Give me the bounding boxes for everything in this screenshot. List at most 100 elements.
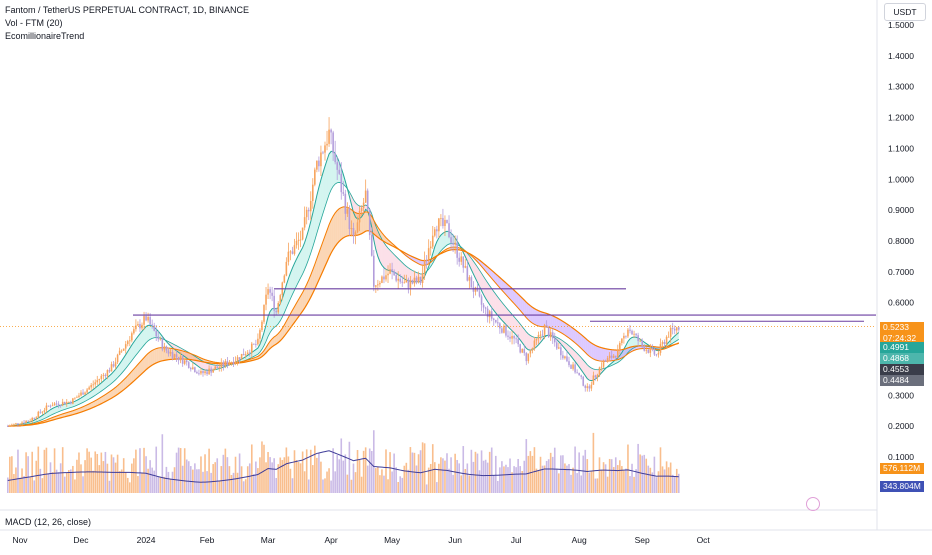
volume-bar: [326, 472, 328, 493]
candle-body: [633, 334, 635, 335]
candle-body: [196, 372, 198, 373]
volume-bar: [149, 460, 151, 493]
slow-ribbon: [549, 314, 551, 328]
symbol-title[interactable]: Fantom / TetherUS PERPETUAL CONTRACT, 1D…: [5, 4, 249, 17]
volume-bar: [172, 472, 174, 493]
candle-body: [56, 403, 58, 404]
volume-bar: [611, 459, 613, 493]
macd-legend[interactable]: MACD (12, 26, close): [5, 517, 91, 527]
candle-body: [194, 367, 196, 372]
volume-bar: [501, 461, 503, 493]
candle-body: [265, 295, 267, 305]
x-tick-label: 2024: [137, 535, 156, 545]
candle-body: [96, 380, 98, 382]
volume-bar: [294, 450, 296, 493]
candle-body: [247, 353, 249, 355]
ma-tag-4: 0.4484: [880, 375, 924, 386]
volume-bar: [495, 456, 497, 493]
candle-body: [184, 360, 186, 363]
indicator-legend[interactable]: EcomillionaireTrend: [5, 30, 249, 43]
candle-body: [243, 354, 245, 355]
volume-bar: [399, 476, 401, 493]
candle-body: [82, 393, 84, 395]
volume-bar: [253, 474, 255, 493]
candle-body: [668, 337, 670, 338]
volume-bar: [544, 465, 546, 493]
volume-bar: [676, 469, 678, 493]
candle-body: [505, 326, 507, 336]
y-tick-label: 1.3000: [888, 82, 914, 92]
bolt-icon[interactable]: [806, 497, 820, 511]
candle-body: [397, 279, 399, 281]
candle-body: [290, 251, 292, 252]
volume-bar: [434, 462, 436, 493]
candle-body: [556, 342, 558, 348]
volume-bar: [507, 467, 509, 493]
volume-bar: [164, 477, 166, 493]
candle-body: [349, 209, 351, 229]
volume-bar: [485, 460, 487, 493]
volume-bar: [387, 479, 389, 493]
volume-bar: [373, 430, 375, 493]
candle-body: [304, 217, 306, 227]
currency-button[interactable]: USDT: [884, 3, 926, 21]
volume-bar: [664, 469, 666, 493]
volume-bar: [383, 476, 385, 493]
volume-bar: [101, 453, 103, 493]
candle-body: [521, 349, 523, 353]
volume-bar: [672, 475, 674, 493]
candle-body: [74, 398, 76, 399]
candle-body: [80, 393, 82, 396]
volume-bar: [629, 476, 631, 493]
volume-bar: [609, 459, 611, 493]
candle-body: [239, 357, 241, 359]
candle-body: [46, 406, 48, 411]
slow-ribbon: [331, 216, 333, 253]
slow-ribbon: [563, 321, 565, 335]
candle-body: [223, 362, 225, 366]
candle-body: [86, 389, 88, 392]
volume-bar: [658, 471, 660, 493]
candle-body: [19, 424, 21, 425]
volume-legend[interactable]: Vol - FTM (20): [5, 17, 249, 30]
candle-body: [147, 317, 149, 320]
volume-bar: [650, 468, 652, 493]
volume-bar: [589, 472, 591, 493]
volume-bar: [467, 463, 469, 493]
volume-bar: [406, 463, 408, 493]
last-price-tag: 0.5233: [880, 322, 924, 333]
x-tick-label: Aug: [572, 535, 587, 545]
volume-bar: [591, 470, 593, 493]
candle-body: [617, 349, 619, 357]
x-tick-label: Mar: [261, 535, 276, 545]
volume-bar: [351, 480, 353, 493]
candle-body: [345, 194, 347, 214]
candle-body: [121, 351, 123, 352]
candle-body: [641, 341, 643, 346]
candle-body: [119, 351, 121, 355]
candle-body: [29, 421, 31, 422]
slow-ribbon: [156, 348, 158, 363]
candle-body: [35, 417, 37, 418]
candle-body: [347, 209, 349, 214]
slow-ribbon: [534, 309, 536, 326]
volume-bar: [279, 458, 281, 493]
candle-body: [373, 256, 375, 287]
ma-tag-2: 0.4868: [880, 353, 924, 364]
candle-body: [92, 384, 94, 385]
volume-bar: [62, 447, 64, 493]
candle-body: [13, 424, 15, 425]
candle-body: [672, 328, 674, 329]
candle-body: [389, 269, 391, 274]
volume-bar: [29, 477, 31, 493]
candle-body: [462, 256, 464, 267]
fast-ribbon: [589, 367, 591, 381]
candle-body: [25, 421, 27, 423]
candle-body: [656, 355, 658, 356]
candle-body: [129, 340, 131, 341]
volume-bar: [7, 478, 9, 493]
fast-ribbon: [514, 317, 516, 335]
volume-bar: [281, 460, 283, 493]
